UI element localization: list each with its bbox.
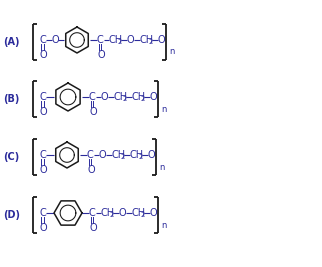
Text: n: n <box>169 48 175 57</box>
Text: O: O <box>127 35 135 45</box>
Text: n: n <box>161 221 166 230</box>
Text: O: O <box>90 223 98 233</box>
Text: 2: 2 <box>121 154 125 160</box>
Text: C: C <box>39 150 46 160</box>
Text: O: O <box>98 50 106 60</box>
Text: O: O <box>40 107 48 117</box>
Text: CH: CH <box>109 35 123 45</box>
Text: CH: CH <box>101 208 115 218</box>
Text: 2: 2 <box>123 96 128 102</box>
Text: CH: CH <box>114 92 128 102</box>
Text: (D): (D) <box>3 210 20 220</box>
Text: C: C <box>39 92 46 102</box>
Text: C: C <box>87 150 94 160</box>
Text: O: O <box>40 50 48 60</box>
Text: (B): (B) <box>3 94 19 104</box>
Text: C: C <box>39 35 46 45</box>
Text: O: O <box>52 35 60 45</box>
Text: 2: 2 <box>141 96 145 102</box>
Text: C: C <box>97 35 104 45</box>
Text: 2: 2 <box>118 39 122 45</box>
Text: n: n <box>159 163 164 171</box>
Text: (C): (C) <box>3 152 19 162</box>
Text: (A): (A) <box>3 37 20 47</box>
Text: O: O <box>148 150 156 160</box>
Text: 2: 2 <box>139 154 143 160</box>
Text: 2: 2 <box>141 212 145 218</box>
Text: CH: CH <box>132 208 146 218</box>
Text: O: O <box>90 107 98 117</box>
Text: C: C <box>89 92 96 102</box>
Text: CH: CH <box>132 92 146 102</box>
Text: O: O <box>150 208 158 218</box>
Text: O: O <box>40 165 48 175</box>
Text: CH: CH <box>112 150 126 160</box>
Text: C: C <box>89 208 96 218</box>
Text: O: O <box>150 92 158 102</box>
Text: O: O <box>40 223 48 233</box>
Text: O: O <box>158 35 166 45</box>
Text: O: O <box>88 165 96 175</box>
Text: 2: 2 <box>110 212 114 218</box>
Text: n: n <box>161 104 166 113</box>
Text: CH: CH <box>140 35 154 45</box>
Text: 2: 2 <box>149 39 153 45</box>
Text: O: O <box>99 150 107 160</box>
Text: O: O <box>101 92 109 102</box>
Text: C: C <box>39 208 46 218</box>
Text: CH: CH <box>130 150 144 160</box>
Text: O: O <box>119 208 127 218</box>
